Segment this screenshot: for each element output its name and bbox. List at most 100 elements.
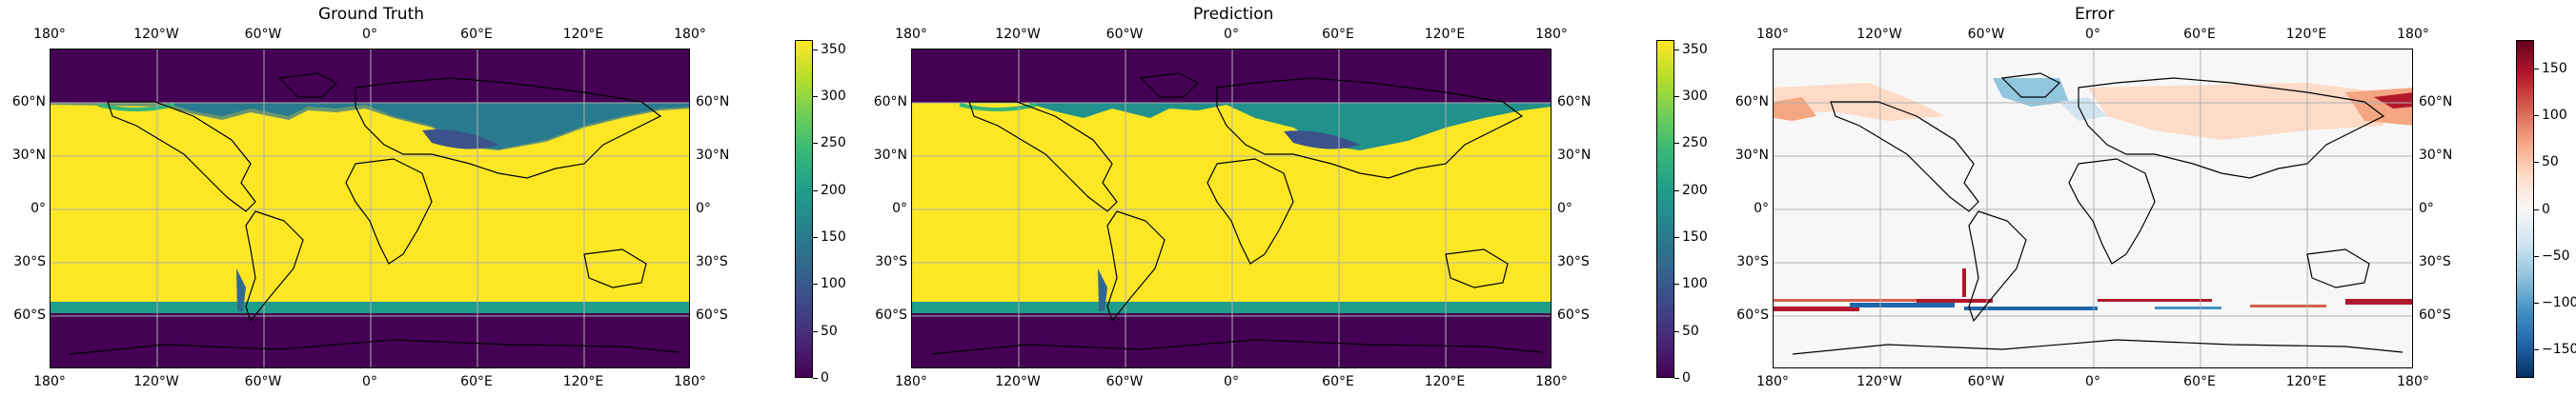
colorbar-tick-mark [813, 284, 818, 286]
lon-tick: 60°W [1105, 27, 1144, 42]
lat-tick: 60°N [1734, 94, 1769, 109]
lon-tick: 60°E [2183, 27, 2216, 42]
colorbar-tick-label: 150 [2542, 60, 2567, 76]
lat-tick: 30°S [875, 254, 907, 269]
colorbar-tick-mark [813, 143, 818, 145]
lat-tick: 60°N [2419, 94, 2453, 109]
lon-tick: 0° [2085, 27, 2100, 42]
lon-tick: 120°W [995, 27, 1041, 42]
lon-tick: 120°E [2285, 27, 2327, 42]
colorbar-tick-label: 200 [821, 182, 846, 198]
lon-tick: 0° [362, 374, 377, 389]
colorbar-tick-mark [1674, 284, 1679, 286]
colorbar-tick-mark [1674, 378, 1679, 379]
lon-tick: 120°E [1424, 27, 1466, 42]
lat-tick: 60°S [13, 307, 46, 323]
colorbar-tick-mark [2534, 303, 2539, 305]
colorbar-tick-label: 50 [2542, 154, 2559, 170]
lat-tick: 0° [1557, 201, 1572, 216]
lon-tick: 60°W [1105, 374, 1144, 389]
colorbar [1656, 40, 1674, 378]
colorbar-tick-mark [813, 96, 818, 98]
colorbar-tick-mark [2534, 255, 2539, 257]
graticule [51, 50, 689, 367]
lon-tick: 60°E [1322, 374, 1354, 389]
lat-tick: 0° [2419, 201, 2434, 216]
lon-tick: 120°E [2285, 374, 2327, 389]
lat-tick: 60°N [11, 94, 46, 109]
colorbar-tick-label: 150 [1682, 229, 1708, 246]
coastlines [69, 72, 680, 355]
lat-tick: 60°N [873, 94, 907, 109]
colorbar-tick-mark [1674, 189, 1679, 191]
lat-tick: 30°S [696, 254, 728, 269]
lat-tick: 0° [1754, 201, 1769, 216]
lat-tick: 0° [696, 201, 711, 216]
lat-tick: 30°N [11, 148, 46, 163]
lat-tick: 30°N [696, 148, 730, 163]
colorbar-tick-mark [1674, 143, 1679, 145]
panel-title: Prediction [1193, 5, 1274, 24]
colorbar [795, 40, 813, 378]
colorbar-tick-mark [813, 189, 818, 191]
lon-tick: 180° [895, 374, 927, 389]
ground-truth-map [50, 49, 690, 368]
lon-tick: 180° [1535, 27, 1568, 42]
lon-tick: 180° [1535, 374, 1568, 389]
lon-tick: 180° [33, 374, 66, 389]
lon-tick: 180° [33, 27, 66, 42]
lat-tick: 30°N [873, 148, 907, 163]
lat-tick: 60°N [1557, 94, 1592, 109]
lon-tick: 60°E [1322, 27, 1354, 42]
error-map [1773, 49, 2413, 368]
lat-tick: 30°S [2419, 254, 2451, 269]
colorbar-tick-label: 250 [1682, 135, 1708, 151]
lon-tick: 180° [1756, 374, 1789, 389]
panel-title: Ground Truth [318, 5, 425, 24]
colorbar-tick-label: 250 [821, 135, 846, 151]
colorbar-tick-mark [2534, 114, 2539, 116]
prediction-map [911, 49, 1552, 368]
colorbar-tick-mark [1674, 96, 1679, 98]
colorbar-tick-label: 100 [2542, 107, 2567, 123]
lat-tick: 60°S [875, 307, 907, 323]
lon-tick: 120°E [562, 374, 604, 389]
lon-tick: 60°W [244, 27, 282, 42]
lat-tick: 60°S [1736, 307, 1769, 323]
colorbar-tick-mark [1674, 330, 1679, 332]
lon-tick: 120°E [562, 27, 604, 42]
colorbar-tick-label: 50 [1682, 323, 1699, 339]
colorbar-tick-label: 0 [1682, 370, 1691, 386]
lon-tick: 60°E [2183, 374, 2216, 389]
lat-tick: 60°N [696, 94, 730, 109]
colorbar-tick-label: 350 [1682, 41, 1708, 57]
prediction-panel: Prediction [862, 0, 1719, 396]
lat-tick: 60°S [2419, 307, 2451, 323]
colorbar-tick-label: −150 [2542, 342, 2576, 358]
lon-tick: 60°W [1967, 374, 2005, 389]
colorbar-tick-label: −100 [2542, 295, 2576, 311]
lat-tick: 0° [30, 201, 46, 216]
lon-tick: 120°W [1856, 374, 1902, 389]
lat-tick: 30°N [1734, 148, 1769, 163]
colorbar-tick-label: 0 [821, 370, 829, 386]
colorbar-tick-mark [2534, 349, 2539, 351]
colorbar-tick-mark [813, 237, 818, 239]
lat-tick: 60°S [696, 307, 728, 323]
lon-tick: 180° [674, 374, 706, 389]
lon-tick: 60°W [244, 374, 282, 389]
lon-tick: 0° [2085, 374, 2100, 389]
lon-tick: 180° [674, 27, 706, 42]
ground-truth-panel: Ground Truth [0, 0, 858, 396]
lon-tick: 120°W [995, 374, 1041, 389]
colorbar-tick-label: −50 [2542, 248, 2570, 264]
lon-tick: 180° [2397, 374, 2429, 389]
colorbar-tick-mark [2534, 208, 2539, 210]
colorbar-tick-label: 150 [821, 229, 846, 246]
colorbar-tick-label: 300 [1682, 89, 1708, 105]
colorbar-tick-label: 300 [821, 89, 846, 105]
colorbar-tick-mark [1674, 237, 1679, 239]
lat-tick: 60°S [1557, 307, 1590, 323]
panel-title: Error [2075, 5, 2115, 24]
lon-tick: 120°E [1424, 374, 1466, 389]
